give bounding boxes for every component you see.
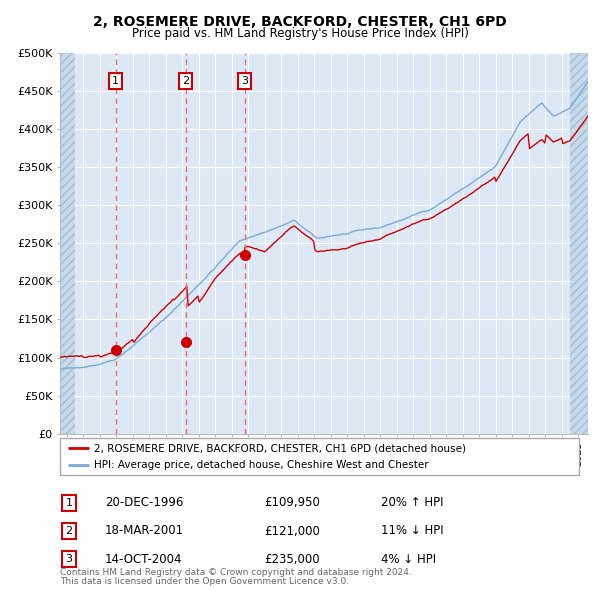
FancyBboxPatch shape — [60, 438, 579, 475]
Bar — [60, 53, 75, 434]
Text: 1: 1 — [112, 76, 119, 86]
Text: 2: 2 — [65, 526, 73, 536]
Text: 2, ROSEMERE DRIVE, BACKFORD, CHESTER, CH1 6PD: 2, ROSEMERE DRIVE, BACKFORD, CHESTER, CH… — [93, 15, 507, 29]
Text: 2, ROSEMERE DRIVE, BACKFORD, CHESTER, CH1 6PD (detached house): 2, ROSEMERE DRIVE, BACKFORD, CHESTER, CH… — [94, 443, 466, 453]
Text: 1: 1 — [65, 498, 73, 507]
Bar — [570, 53, 588, 434]
Text: 2: 2 — [182, 76, 189, 86]
Text: 14-OCT-2004: 14-OCT-2004 — [105, 553, 182, 566]
Bar — [60, 53, 75, 434]
Text: 20% ↑ HPI: 20% ↑ HPI — [381, 496, 443, 509]
Text: HPI: Average price, detached house, Cheshire West and Chester: HPI: Average price, detached house, Ches… — [94, 460, 428, 470]
Text: £235,000: £235,000 — [264, 553, 320, 566]
Text: 20-DEC-1996: 20-DEC-1996 — [105, 496, 184, 509]
Text: 3: 3 — [65, 555, 73, 564]
Bar — [570, 53, 588, 434]
Text: This data is licensed under the Open Government Licence v3.0.: This data is licensed under the Open Gov… — [60, 578, 349, 586]
Text: Price paid vs. HM Land Registry's House Price Index (HPI): Price paid vs. HM Land Registry's House … — [131, 27, 469, 40]
Text: 18-MAR-2001: 18-MAR-2001 — [105, 525, 184, 537]
Text: Contains HM Land Registry data © Crown copyright and database right 2024.: Contains HM Land Registry data © Crown c… — [60, 568, 412, 577]
Text: £121,000: £121,000 — [264, 525, 320, 537]
Text: £109,950: £109,950 — [264, 496, 320, 509]
Text: 4% ↓ HPI: 4% ↓ HPI — [381, 553, 436, 566]
Text: 3: 3 — [241, 76, 248, 86]
Text: 11% ↓ HPI: 11% ↓ HPI — [381, 525, 443, 537]
